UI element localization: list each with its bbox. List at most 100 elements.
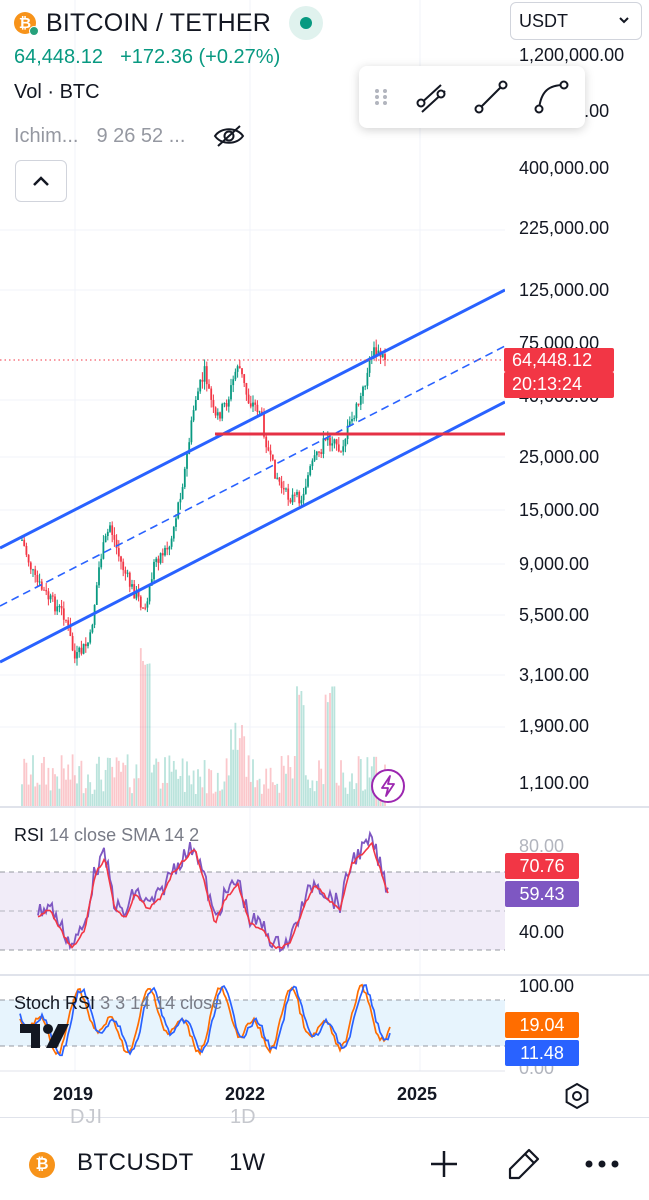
volume-bar <box>267 788 270 806</box>
volume-bar <box>181 758 184 806</box>
currency-value: USDT <box>519 10 568 31</box>
volume-bar <box>84 788 87 806</box>
candle-body <box>258 411 261 413</box>
drag-grip-icon[interactable] <box>367 77 397 117</box>
bottom-toolbar <box>0 1117 649 1200</box>
symbol-button[interactable]: BTCUSDT <box>77 1149 194 1176</box>
candle-body <box>210 388 213 400</box>
volume-bar <box>40 763 43 806</box>
candle-body <box>366 372 369 386</box>
volume-bar <box>159 788 162 806</box>
volume-bar <box>60 755 63 806</box>
candle-body <box>252 402 254 407</box>
interval-button[interactable]: 1W <box>229 1149 265 1176</box>
candle-body <box>87 642 89 647</box>
volume-bar <box>142 660 144 806</box>
candle-body <box>45 589 48 592</box>
volume-bar <box>82 793 85 806</box>
volume-bar <box>238 738 241 806</box>
candle-body <box>216 412 219 416</box>
volume-bar <box>122 762 125 806</box>
volume-bar <box>269 767 272 806</box>
market-status-indicator[interactable] <box>288 6 323 40</box>
volume-bar <box>313 791 316 806</box>
candle-body <box>91 624 94 633</box>
price-axis-label: 1,100.00 <box>519 773 590 793</box>
price-axis-label: 3,100.00 <box>519 665 590 685</box>
candle-body <box>100 558 103 568</box>
volume-bar <box>329 692 331 806</box>
candle-body <box>320 452 323 454</box>
candle-body <box>172 526 175 539</box>
volume-bar <box>285 773 287 806</box>
volume-bar <box>300 690 303 806</box>
candle-body <box>25 545 28 555</box>
candle-body <box>267 447 270 451</box>
candle-body <box>113 534 116 540</box>
volume-bar <box>302 705 305 806</box>
volume-bar <box>260 793 263 806</box>
plus-icon <box>431 1151 457 1177</box>
volume-bar <box>298 694 301 806</box>
price-axis-label: 1,200,000.00 <box>519 45 625 65</box>
indicator-name: Ichim... <box>14 124 79 147</box>
candle-body <box>243 374 246 384</box>
volume-bar <box>227 775 230 806</box>
candle-body <box>157 558 160 563</box>
symbol-header[interactable]: ₿ BITCOIN / TETHER <box>14 6 323 40</box>
symbol-title[interactable]: BITCOIN / TETHER <box>46 8 271 37</box>
candle-body <box>254 402 257 405</box>
candle-body <box>104 536 107 543</box>
volume-bar <box>87 774 89 806</box>
candle-body <box>311 460 314 467</box>
stoch-legend[interactable]: Stoch RSI 3 3 14 14 close <box>14 993 222 1014</box>
trend-line-tool-button[interactable] <box>465 71 517 123</box>
price-axis-label: 15,000.00 <box>519 500 600 520</box>
trend-channel-tool-button[interactable] <box>405 71 457 123</box>
volume-bar <box>71 754 74 806</box>
candle-body <box>269 450 272 455</box>
volume-legend[interactable]: Vol · BTC <box>14 81 100 103</box>
volume-bar <box>192 770 195 806</box>
volume-bar <box>148 663 151 806</box>
volume-bar <box>56 776 59 806</box>
indicator-legend[interactable]: Ichim... 9 26 52 ... <box>14 124 245 148</box>
volume-bar <box>348 781 351 806</box>
rsi-legend[interactable]: RSI 14 close SMA 14 2 <box>14 825 199 846</box>
candle-body <box>170 538 173 547</box>
volume-bar <box>208 768 210 806</box>
candle-body <box>315 451 318 456</box>
candle-body <box>302 493 305 501</box>
candle-body <box>298 492 301 504</box>
currency-select[interactable]: USDT <box>510 2 642 40</box>
candle-body <box>205 366 208 385</box>
lightning-button[interactable] <box>371 769 405 803</box>
watchlist-peek-symbol: DJI <box>70 1106 103 1128</box>
volume-bar <box>137 778 140 806</box>
candle-body <box>203 366 206 382</box>
volume-bar <box>271 782 274 806</box>
draw-button[interactable] <box>504 1144 544 1184</box>
candle-body <box>221 403 224 419</box>
volume-bar <box>38 784 41 806</box>
volume-bar <box>62 768 65 806</box>
candle-body <box>122 561 125 571</box>
curve-tool-button[interactable] <box>525 71 577 123</box>
candle-body <box>373 347 375 358</box>
rsi-axis-bottom: 40.00 <box>519 922 565 942</box>
candle-body <box>49 595 52 600</box>
collapse-legend-button[interactable] <box>15 160 67 202</box>
watchlist-peek-interval: 1D <box>230 1106 256 1128</box>
more-button[interactable] <box>582 1144 622 1184</box>
volume-bar <box>254 787 257 806</box>
chart-canvas[interactable] <box>0 0 649 1117</box>
add-button[interactable] <box>424 1144 464 1184</box>
volume-bar <box>342 772 345 806</box>
candle-body <box>285 488 287 490</box>
settings-icon[interactable] <box>563 1082 591 1110</box>
volume-bar <box>353 789 356 806</box>
eye-off-icon[interactable] <box>213 124 245 148</box>
candle-body <box>278 477 281 482</box>
volume-bar <box>27 784 30 806</box>
volume-bar <box>25 762 28 806</box>
